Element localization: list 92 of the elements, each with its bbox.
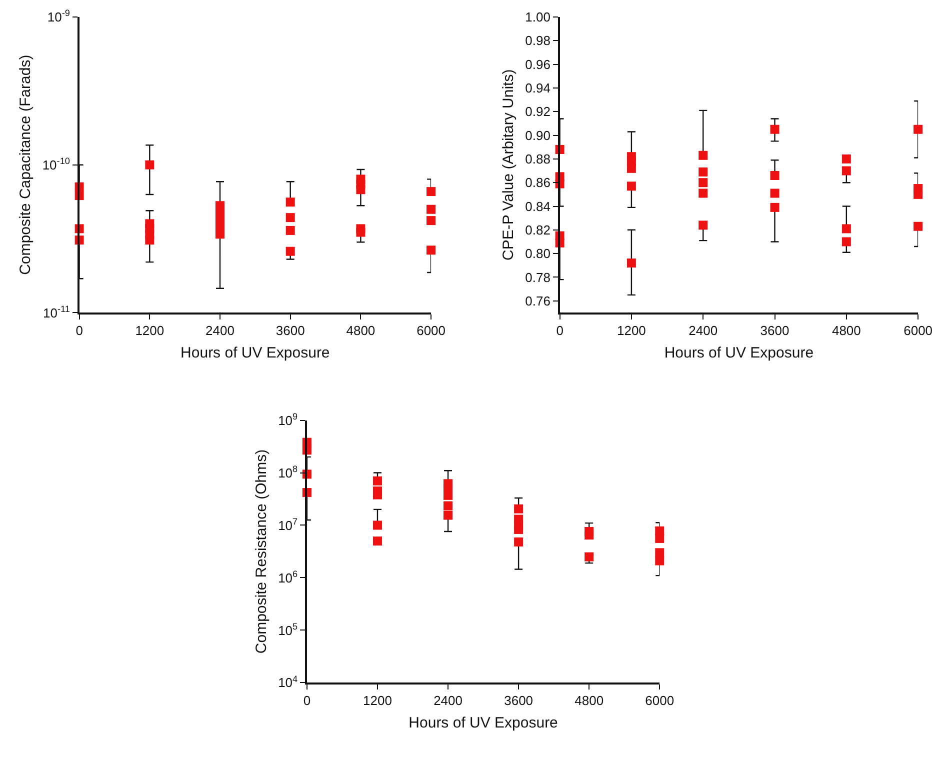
- point: [426, 204, 436, 214]
- x-tick-label: 2400: [206, 323, 234, 338]
- point: [655, 556, 664, 566]
- x-tick-label: 6000: [645, 693, 674, 708]
- x-tick-label: 6000: [416, 323, 446, 338]
- point: [842, 166, 851, 176]
- y-tick-label: 0.92: [525, 104, 550, 120]
- point: [626, 182, 636, 191]
- x-tick-label: 3600: [504, 693, 534, 708]
- y-tick-label: 10$^{-10}$: [42, 156, 70, 172]
- point: [770, 202, 780, 212]
- x-tick-label: 3600: [760, 323, 790, 338]
- point: [698, 178, 708, 188]
- y-tick-label: 10$^{8}$: [278, 464, 298, 480]
- point: [842, 237, 851, 246]
- point: [698, 188, 708, 198]
- y-tick-label: 10$^{9}$: [278, 411, 298, 428]
- point: [770, 124, 780, 134]
- point: [584, 552, 594, 562]
- x-axis-title: Hours of UV Exposure: [408, 714, 558, 732]
- y-tick-label: 0.78: [525, 270, 550, 285]
- x-axis-title: Hours of UV Exposure: [664, 344, 814, 362]
- point: [356, 185, 366, 194]
- point: [286, 246, 295, 256]
- point: [770, 171, 780, 180]
- point: [145, 160, 154, 170]
- x-tick-label: 1200: [363, 693, 392, 708]
- y-tick-label: 1.00: [525, 10, 550, 25]
- point: [914, 222, 923, 231]
- point: [626, 258, 636, 268]
- point: [145, 236, 154, 245]
- point: [698, 150, 708, 160]
- point: [584, 530, 594, 540]
- y-tick-label: 10$^{4}$: [278, 674, 298, 690]
- point: [286, 198, 295, 207]
- x-tick-label: 0: [76, 323, 83, 338]
- point: [698, 167, 708, 176]
- y-tick-label: 0.84: [525, 198, 550, 214]
- y-axis-title: Composite Capacitance (Farads): [17, 54, 34, 275]
- x-tick-label: 4800: [346, 323, 376, 338]
- x-tick-label: 1200: [135, 323, 164, 338]
- x-tick-label: 1200: [616, 323, 646, 338]
- point: [842, 154, 851, 164]
- point: [698, 220, 708, 230]
- point: [426, 187, 436, 196]
- point: [514, 504, 524, 514]
- x-tick-label: 2400: [688, 323, 718, 338]
- point: [444, 501, 453, 510]
- y-tick-label: 0.80: [525, 246, 550, 262]
- point: [655, 534, 664, 543]
- point: [356, 228, 366, 237]
- point: [286, 213, 295, 222]
- point: [444, 490, 453, 500]
- x-tick-label: 4800: [832, 323, 861, 338]
- point: [914, 124, 923, 134]
- x-axis-title: Hours of UV Exposure: [180, 344, 330, 362]
- x-tick-label: 6000: [904, 323, 933, 338]
- y-tick-label: 0.76: [525, 293, 550, 308]
- point: [372, 490, 382, 500]
- y-tick-label: 10$^{-11}$: [43, 304, 70, 320]
- y-tick-label: 10$^{7}$: [278, 516, 298, 533]
- y-tick-label: 0.82: [525, 222, 550, 238]
- point: [372, 520, 382, 530]
- x-tick-label: 2400: [434, 693, 462, 708]
- point: [842, 224, 851, 234]
- y-tick-label: 0.88: [525, 152, 550, 166]
- x-tick-label: 3600: [276, 323, 305, 338]
- y-tick-label: 0.96: [525, 56, 550, 72]
- point: [514, 537, 524, 546]
- point: [514, 524, 524, 534]
- point: [626, 164, 636, 173]
- point: [444, 510, 453, 520]
- point: [770, 188, 780, 198]
- y-tick-label: 10$^{6}$: [278, 568, 298, 586]
- point: [372, 536, 382, 546]
- point: [426, 216, 436, 226]
- y-tick-label: 10$^{5}$: [278, 621, 298, 638]
- y-axis-title: CPE-P Value (Arbitary Units): [500, 69, 517, 260]
- y-tick-label: 0.86: [525, 175, 550, 190]
- y-tick-label: 0.98: [525, 33, 550, 48]
- point: [914, 190, 923, 199]
- x-tick-label: 0: [303, 693, 311, 708]
- y-tick-label: 0.94: [525, 80, 550, 96]
- point: [426, 246, 436, 255]
- point: [286, 226, 295, 235]
- point: [655, 548, 664, 558]
- point: [372, 476, 382, 486]
- x-tick-label: 0: [556, 323, 564, 338]
- x-tick-label: 4800: [574, 693, 604, 708]
- y-axis-title: Composite Resistance (Ohms): [252, 449, 270, 654]
- y-tick-label: 0.90: [525, 128, 550, 143]
- y-tick-label: 10$^{-9}$: [47, 8, 70, 25]
